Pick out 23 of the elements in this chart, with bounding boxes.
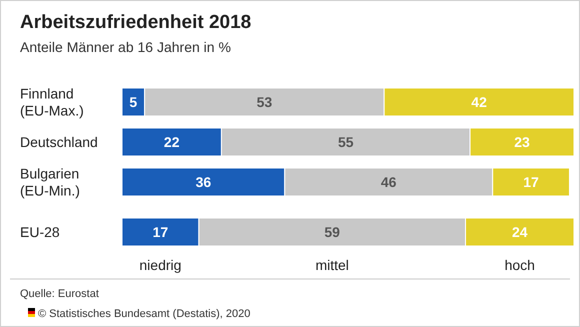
y-tick-label: EU-28 xyxy=(20,224,60,240)
chart-title: Arbeitszufriedenheit 2018 xyxy=(20,12,252,33)
source-note: Quelle: Eurostat xyxy=(20,288,99,300)
y-tick-label: Deutschland xyxy=(20,134,98,150)
y-tick-label: Finnland (EU-Max.) xyxy=(20,86,84,118)
data-label: 53 xyxy=(256,94,272,110)
y-tick-label: Bulgarien (EU-Min.) xyxy=(20,166,80,198)
text: © Statistisches Bundesamt (Destatis), 2020 xyxy=(38,308,250,320)
data-label: 22 xyxy=(164,134,180,150)
data-label: 46 xyxy=(380,174,397,190)
data-label: 5 xyxy=(129,94,138,110)
data-label: 59 xyxy=(324,224,340,240)
data-label: 23 xyxy=(514,134,530,150)
data-label: 55 xyxy=(338,134,354,150)
data-label: 17 xyxy=(523,174,540,190)
data-label: 36 xyxy=(196,174,212,190)
data-label: 24 xyxy=(512,224,528,240)
series-label: niedrig xyxy=(139,257,182,273)
series-label: mittel xyxy=(315,257,349,273)
series-label: hoch xyxy=(504,257,535,273)
chart-subtitle: Anteile Männer ab 16 Jahren in % xyxy=(20,39,231,55)
data-label: 17 xyxy=(152,224,168,240)
data-label: 42 xyxy=(471,94,488,110)
